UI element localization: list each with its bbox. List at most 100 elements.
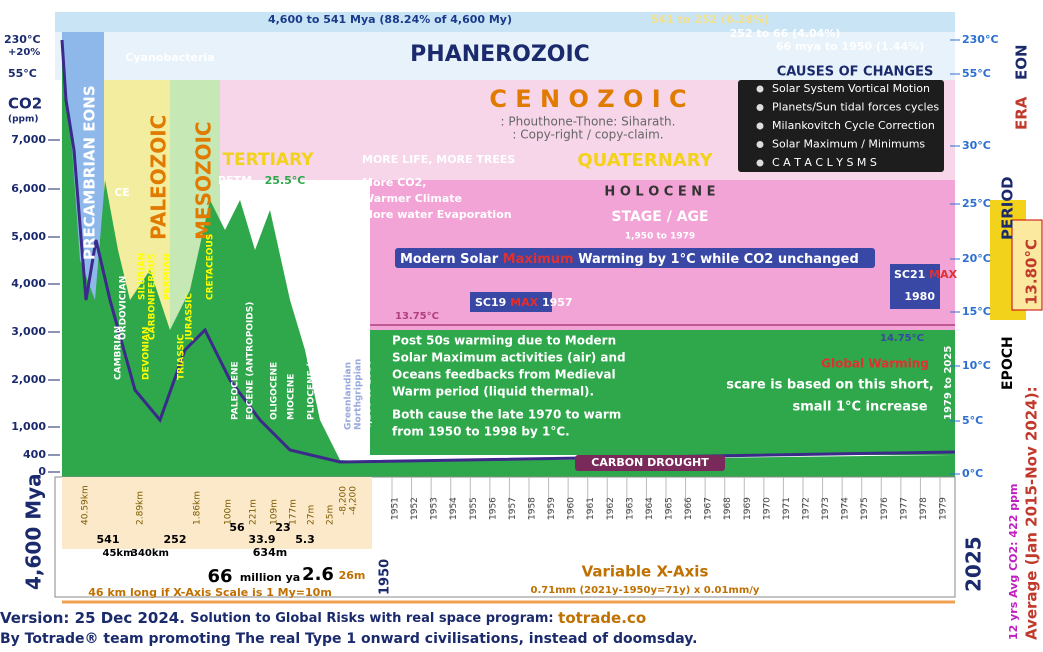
label: QUATERNARY <box>577 150 713 171</box>
year-label: 1963 <box>625 497 635 520</box>
annotation-part: Modern Solar <box>400 252 503 267</box>
y2-tick-label: 25°C <box>962 197 991 210</box>
period-label: JURASSIC <box>185 293 195 341</box>
x-label: million ya <box>240 571 300 584</box>
bullet <box>756 122 764 130</box>
x-label: Variable X-Axis <box>582 563 709 581</box>
era-label: PALEOZOIC <box>147 115 171 240</box>
year-label: 1958 <box>528 497 538 520</box>
year-label: 1966 <box>684 497 694 520</box>
label: PETM <box>218 174 252 187</box>
year-label: 1971 <box>782 497 792 520</box>
duration-label: 109m <box>270 499 280 525</box>
period-label: PALEOCENE <box>231 361 241 420</box>
year-label: 1970 <box>762 497 772 520</box>
year-label: 1973 <box>821 497 831 520</box>
y-tick-label: 4,000 <box>11 277 46 290</box>
year-label: 1974 <box>841 497 851 520</box>
y-tick-label: 7,000 <box>11 133 46 146</box>
period-label: CRETACEOUS <box>206 234 216 300</box>
annotation: 14.75°C <box>880 333 924 344</box>
label: Warmer Climate <box>362 192 462 205</box>
annotation-part: SC21 <box>894 268 925 281</box>
x-label: 56 <box>229 521 245 534</box>
annotation: scare is based on this short, <box>726 378 934 393</box>
era-label: C E N O Z O I C <box>489 85 686 113</box>
causes-title: CAUSES OF CHANGES <box>777 65 934 80</box>
duration-label: 27m <box>307 505 317 525</box>
period-label: DEVONIAN <box>142 327 152 380</box>
cause-item: Solar Maximum / Minimums <box>772 138 925 151</box>
drought-box <box>575 455 725 471</box>
label: 1,950 to 1979 <box>625 232 695 242</box>
y-tick-label: 3,000 <box>11 325 46 338</box>
year-label: 1967 <box>704 497 714 520</box>
author: : Phouthone-Thone: Siharath. <box>501 115 676 129</box>
annotation: 1980 <box>904 290 935 303</box>
year-label: 1952 <box>410 497 420 520</box>
y2-tick-label: 0°C <box>962 467 983 480</box>
period-label: PERMIAN <box>163 254 173 300</box>
year-label: 1962 <box>606 497 616 520</box>
eon-label: PHANEROZOIC <box>410 42 590 67</box>
right-label: EON <box>1013 44 1031 80</box>
span-label: 541 to 252 (6.28%) <box>651 13 769 26</box>
average-value: 13.80°C <box>1023 239 1041 305</box>
x-label: 340km <box>131 548 169 559</box>
footer-part: Solution to Global Risks with real space… <box>190 611 558 626</box>
axis-label: 230°C <box>4 33 41 46</box>
y2-tick-label: 20°C <box>962 252 991 265</box>
period-label: SILURIAN <box>138 253 148 300</box>
right-label: PERIOD <box>999 176 1017 240</box>
year-label: 1955 <box>469 497 479 520</box>
y2-tick-label: 230°C <box>962 33 999 46</box>
x-label: 5.3 <box>295 533 315 546</box>
annotation-part: Maximum <box>503 252 574 267</box>
annotation: CARBON DROUGHT <box>591 456 709 469</box>
x-label: 33.9 <box>248 533 275 546</box>
y2-tick-label: 5°C <box>962 414 983 427</box>
duration-label: 177m <box>289 499 299 525</box>
annotation: SC21 MAX <box>894 268 958 281</box>
year-label: 1964 <box>645 497 655 520</box>
x-label: 541 <box>97 533 120 546</box>
duration-label: -4,200 <box>349 486 359 515</box>
bullet <box>756 159 764 167</box>
bullet <box>756 141 764 148</box>
co2-average: 12 yrs Avg CO2: 422 ppm <box>1007 484 1020 640</box>
period-label: P L E I S T O C E N E <box>326 320 336 420</box>
label: More CO2, <box>362 176 426 189</box>
axis-label: 55°C <box>8 67 37 80</box>
y-tick-label: 0 <box>38 465 46 478</box>
annotation: 13.75°C <box>395 311 439 322</box>
annotation: Post 50s warming due to Modern <box>392 334 616 348</box>
period-label: MIOCENE <box>287 374 297 420</box>
period-label: OLIGOCENE <box>270 362 280 420</box>
y2-tick-label: 10°C <box>962 359 991 372</box>
modern-box <box>395 248 875 268</box>
period-label: PLIOCENE (HOMINIDS) <box>307 307 317 420</box>
period-label: CAMBRIAN <box>114 326 124 380</box>
co2-area <box>62 60 955 477</box>
copyright: : Copy-right / copy-claim. <box>512 128 663 142</box>
x-label: 2.6 <box>302 564 334 585</box>
axis-title: CO2 <box>8 95 42 113</box>
cause-item: C A T A C L Y S M S <box>772 156 877 169</box>
year-label: 1965 <box>665 497 675 520</box>
year-label: 1969 <box>743 497 753 520</box>
annotation-part: 1957 <box>542 296 573 309</box>
duration-label: 40.59km <box>81 485 91 525</box>
annotation: 4,200 to 1950 <box>364 360 374 430</box>
eon-label: PRECAMBRIAN EONS <box>81 85 99 260</box>
label: MORE LIFE, MORE TREES <box>362 153 515 166</box>
x-label: 23 <box>275 521 290 534</box>
temperature-line <box>60 39 956 464</box>
year-label: 1976 <box>880 497 890 520</box>
recent-area <box>370 330 955 455</box>
annotation-part: MAX <box>510 296 538 309</box>
average-label: Average (Jan 2015-Nov 2024): <box>1023 386 1041 640</box>
sc-box <box>470 292 552 312</box>
footer-part: totrade.co <box>558 609 646 627</box>
right-label: EPOCH <box>1000 336 1016 390</box>
